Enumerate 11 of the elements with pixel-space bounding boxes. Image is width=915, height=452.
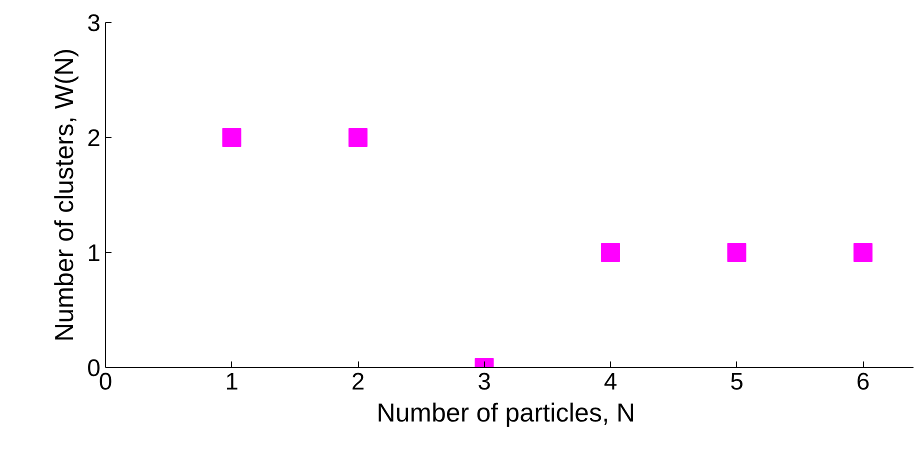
x-tick-label: 5 <box>730 368 744 396</box>
x-tick-label: 2 <box>351 368 365 396</box>
y-tick-label: 1 <box>87 240 101 267</box>
x-tick-label: 4 <box>604 368 618 396</box>
y-tick-label: 3 <box>87 10 101 37</box>
x-axis-title: Number of particles, N <box>376 398 636 428</box>
x-tick-label: 1 <box>225 368 238 396</box>
x-tick-label: 6 <box>856 368 870 396</box>
y-axis-title: Number of clusters, W(N) <box>49 48 80 342</box>
y-tick-label: 2 <box>87 125 101 152</box>
x-tick-label: 3 <box>478 368 491 396</box>
